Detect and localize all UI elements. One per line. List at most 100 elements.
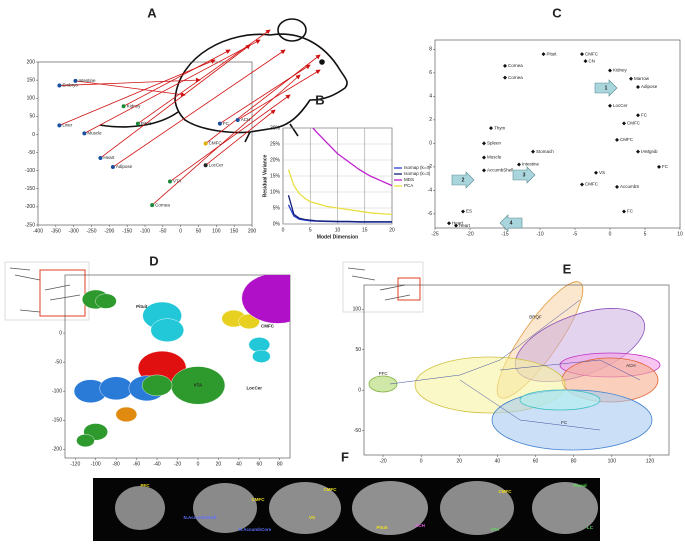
point xyxy=(57,83,62,88)
point-label: Pituit xyxy=(547,51,558,56)
point xyxy=(454,223,458,228)
point xyxy=(217,121,222,126)
arrow-box xyxy=(594,79,618,97)
region-label: CMFC xyxy=(324,487,338,492)
point-label: Adipose xyxy=(116,164,133,169)
plot-frame xyxy=(363,284,670,456)
arrow-label: 4 xyxy=(510,220,513,226)
arrow xyxy=(219,64,311,124)
y-tick-label: -50 xyxy=(28,150,35,156)
x-tick-label: 10 xyxy=(677,231,683,237)
point-label: CMFC xyxy=(620,137,634,142)
inset-e xyxy=(342,261,424,313)
point xyxy=(517,162,521,167)
y-tick-label: -250 xyxy=(25,222,35,228)
point xyxy=(121,104,126,109)
point-label: Intestine xyxy=(78,78,96,83)
point xyxy=(135,121,140,126)
y-tick-label: -50 xyxy=(55,359,62,365)
y-tick-label: -150 xyxy=(25,186,35,192)
arrow-box xyxy=(499,214,523,232)
arrow xyxy=(151,74,301,206)
y-tick-label: -50 xyxy=(354,428,361,434)
y-tick-label: -100 xyxy=(52,389,62,395)
x-tick-label: 5 xyxy=(309,227,312,233)
region-label: VS xyxy=(309,515,315,520)
point-label: VS xyxy=(599,170,605,175)
point-label: Pituit xyxy=(141,121,152,126)
point-label: Cornea xyxy=(508,63,523,68)
series-line xyxy=(287,169,392,216)
region-label: VTA xyxy=(491,527,500,532)
x-tick-label: 40 xyxy=(236,461,242,467)
point-label: CN xyxy=(589,58,596,63)
point xyxy=(489,126,493,131)
point-label: ES xyxy=(466,209,472,214)
x-tick-label: -60 xyxy=(133,461,140,467)
point-label: LocCer xyxy=(613,103,628,108)
point xyxy=(503,63,507,68)
bubble-label: Pituit xyxy=(136,304,148,309)
point-label: CMFC xyxy=(627,121,641,126)
x-tick-label: -200 xyxy=(104,228,114,234)
point xyxy=(615,184,619,189)
bubble-label: VTA xyxy=(194,383,203,388)
point xyxy=(615,137,619,142)
point xyxy=(580,182,584,187)
region-label: Pituit xyxy=(376,525,388,530)
panel-letter: E xyxy=(563,261,572,276)
point-label: FC xyxy=(662,164,669,169)
y-tick-label: 2 xyxy=(429,117,432,123)
y-tick-label: -2 xyxy=(428,164,433,170)
arrow-label: 3 xyxy=(523,172,526,178)
x-tick-label: 20 xyxy=(216,461,222,467)
y-tick-label: -4 xyxy=(428,188,433,194)
region-label: LC xyxy=(587,525,594,530)
inset-d xyxy=(4,261,90,321)
y-tick-label: -100 xyxy=(25,168,35,174)
plot-frame xyxy=(434,39,681,229)
y-tick-label: 25% xyxy=(270,141,281,147)
region-label: Pineal xyxy=(573,483,586,488)
bubble xyxy=(141,374,173,397)
y-tick-label: 50 xyxy=(355,347,361,353)
y-tick-label: 0 xyxy=(429,141,432,147)
bubble xyxy=(248,337,271,353)
x-axis-label: Model Dimension xyxy=(317,234,358,240)
point-label: CMFC xyxy=(209,141,223,146)
point xyxy=(657,164,661,169)
x-tick-label: 60 xyxy=(257,461,263,467)
y-tick-label: 4 xyxy=(429,94,432,100)
point-label: CMFC xyxy=(585,51,599,56)
point-label: Marrow xyxy=(634,76,650,81)
x-tick-label: 10 xyxy=(335,227,341,233)
x-tick-label: 40 xyxy=(495,458,501,464)
point xyxy=(461,209,465,214)
arrow-label: 2 xyxy=(462,177,465,183)
x-tick-label: -20 xyxy=(174,461,181,467)
point xyxy=(482,155,486,160)
x-tick-label: -250 xyxy=(86,228,96,234)
x-tick-label: 0 xyxy=(420,458,423,464)
point xyxy=(203,163,208,168)
point xyxy=(608,68,612,73)
bubble xyxy=(238,313,260,330)
arrow xyxy=(205,109,276,166)
y-tick-label: 6 xyxy=(429,70,432,76)
y-tick-label: 0% xyxy=(273,221,281,227)
arrow xyxy=(100,44,251,159)
point-label: FC xyxy=(627,209,634,214)
y-tick-label: 0 xyxy=(59,330,62,336)
x-tick-label: -300 xyxy=(69,228,79,234)
y-tick-label: -150 xyxy=(52,418,62,424)
x-tick-label: -50 xyxy=(159,228,166,234)
point-label: LocCer xyxy=(209,162,224,167)
bubble xyxy=(150,318,184,342)
bubble xyxy=(95,293,117,309)
panel-letter: A xyxy=(147,5,157,20)
bubble xyxy=(115,406,138,422)
y-tick-label: 200 xyxy=(27,59,36,65)
point-label: Muscle xyxy=(87,131,102,136)
